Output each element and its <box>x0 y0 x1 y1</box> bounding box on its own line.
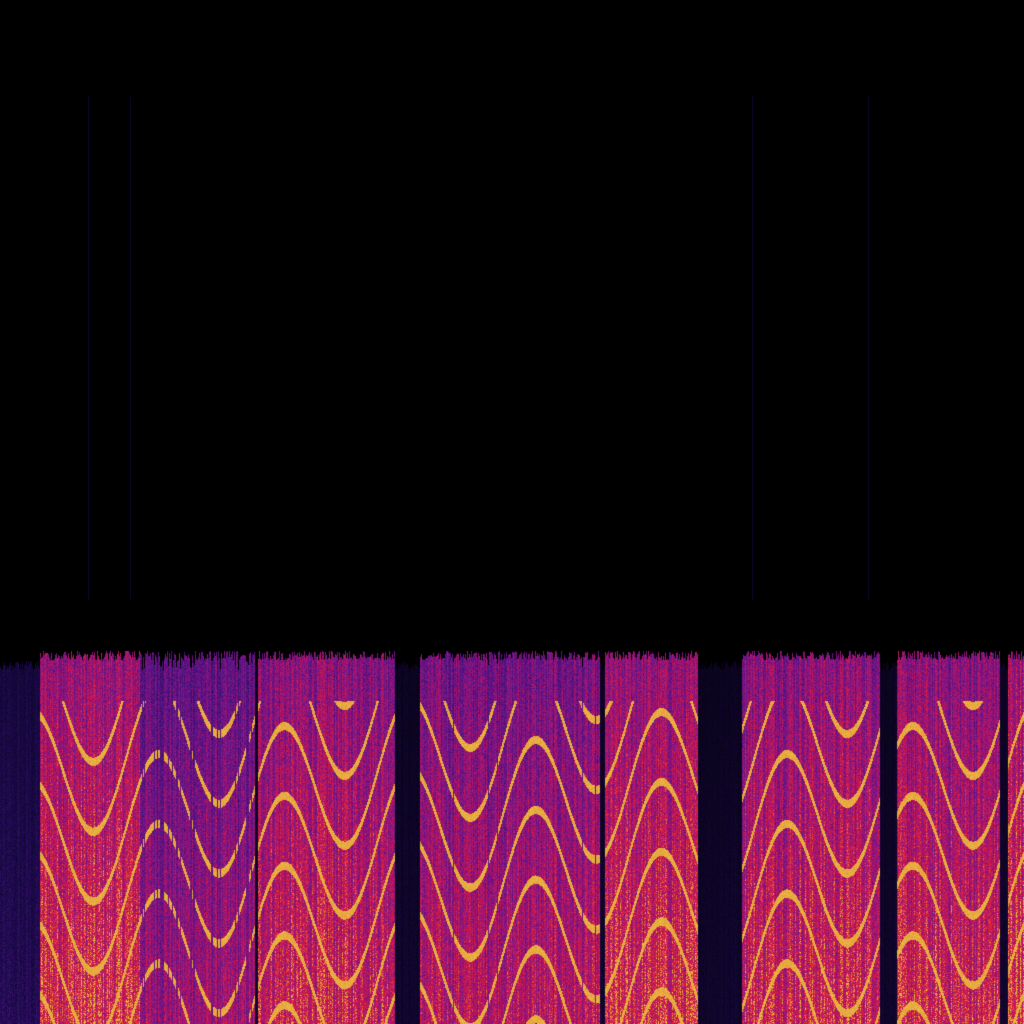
spectrogram-image <box>0 0 1024 1024</box>
